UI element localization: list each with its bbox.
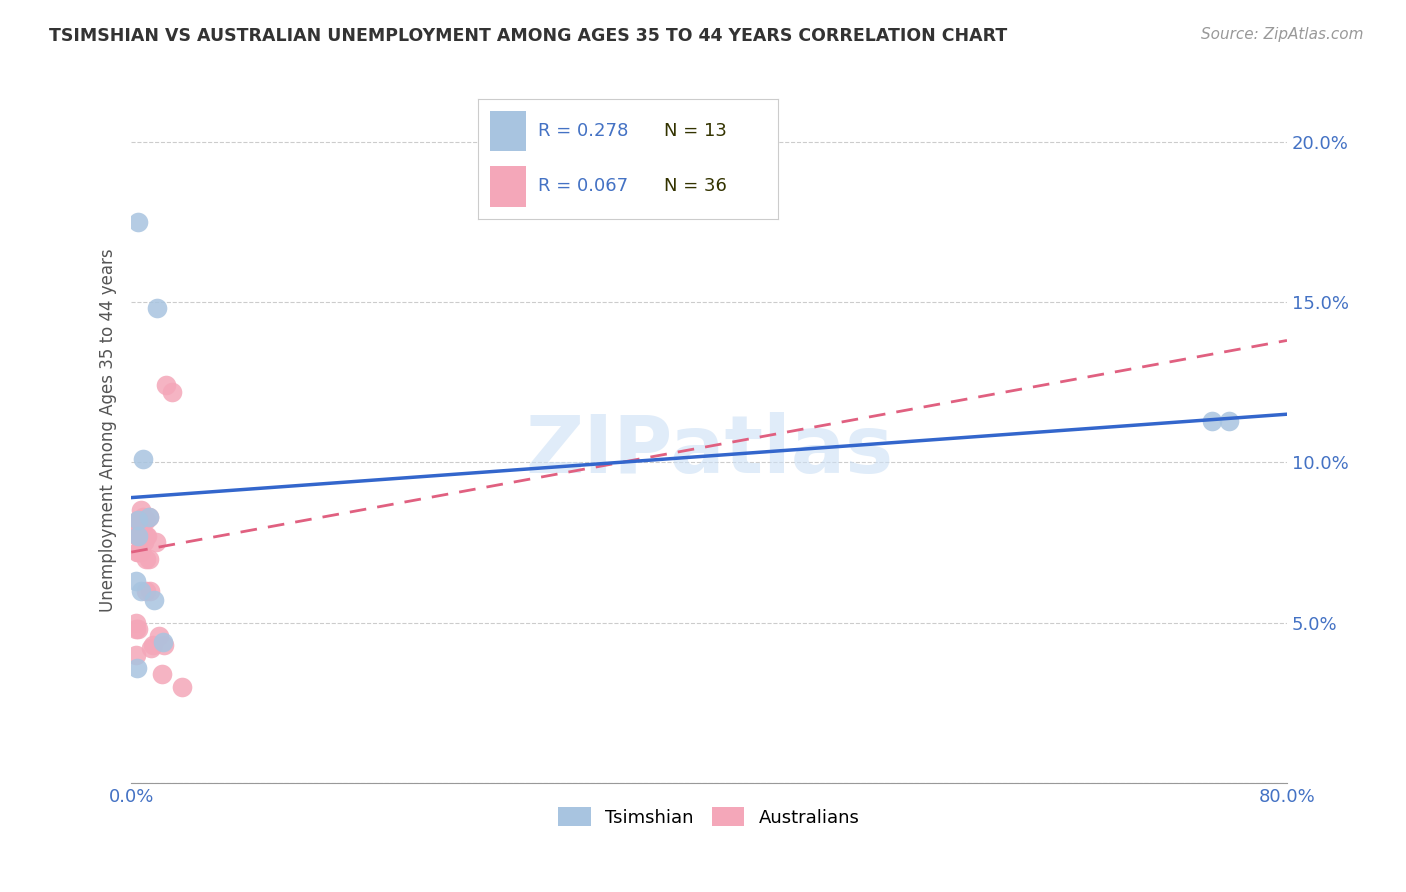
Point: [127, 529, 149, 543]
Text: TSIMSHIAN VS AUSTRALIAN UNEMPLOYMENT AMONG AGES 35 TO 44 YEARS CORRELATION CHART: TSIMSHIAN VS AUSTRALIAN UNEMPLOYMENT AMO…: [49, 27, 1008, 45]
Point: [127, 622, 149, 636]
Point: [129, 513, 152, 527]
Point: [124, 574, 146, 588]
Point: [125, 545, 148, 559]
Point: [170, 680, 193, 694]
Point: [141, 641, 163, 656]
Point: [135, 551, 157, 566]
Point: [136, 529, 159, 543]
Point: [127, 525, 149, 540]
Point: [1218, 414, 1240, 428]
Point: [160, 384, 183, 399]
Point: [134, 535, 156, 549]
Point: [132, 525, 155, 540]
Point: [153, 638, 176, 652]
Point: [131, 583, 153, 598]
Point: [139, 583, 162, 598]
Point: [127, 545, 149, 559]
Point: [143, 593, 166, 607]
Point: [132, 509, 155, 524]
Point: [127, 513, 149, 527]
Point: [146, 301, 169, 316]
Point: [1201, 414, 1223, 428]
Text: ZIPatlas: ZIPatlas: [524, 412, 893, 491]
Point: [124, 622, 146, 636]
Y-axis label: Unemployment Among Ages 35 to 44 years: Unemployment Among Ages 35 to 44 years: [100, 249, 117, 612]
Point: [131, 525, 153, 540]
Point: [131, 545, 153, 559]
Legend: Tsimshian, Australians: Tsimshian, Australians: [551, 800, 868, 834]
Point: [129, 533, 152, 547]
Point: [124, 615, 146, 630]
Point: [155, 378, 177, 392]
Point: [124, 648, 146, 662]
Point: [125, 660, 148, 674]
Point: [135, 513, 157, 527]
Point: [152, 635, 174, 649]
Point: [150, 667, 173, 681]
Point: [131, 503, 153, 517]
Point: [127, 519, 149, 533]
Point: [148, 628, 170, 642]
Text: Source: ZipAtlas.com: Source: ZipAtlas.com: [1201, 27, 1364, 42]
Point: [142, 638, 165, 652]
Point: [132, 452, 155, 467]
Point: [145, 535, 167, 549]
Point: [127, 215, 149, 229]
Point: [135, 583, 157, 598]
Point: [127, 513, 149, 527]
Point: [138, 551, 160, 566]
Point: [132, 513, 155, 527]
Point: [135, 529, 157, 543]
Point: [125, 529, 148, 543]
Point: [138, 509, 160, 524]
Point: [138, 509, 160, 524]
